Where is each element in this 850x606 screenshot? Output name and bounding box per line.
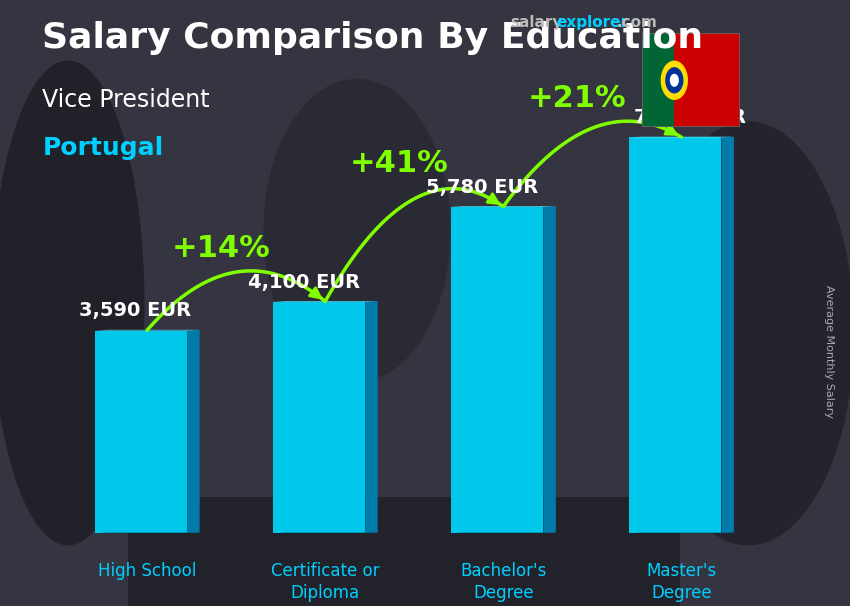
Text: explorer: explorer [557,15,629,30]
Text: Master's
Degree: Master's Degree [646,562,717,602]
Text: .com: .com [616,15,657,30]
Text: +21%: +21% [528,84,626,113]
Bar [629,138,722,533]
Polygon shape [450,206,556,207]
Polygon shape [629,137,734,138]
Text: +41%: +41% [349,149,449,178]
Bar [642,33,674,127]
Text: 7,010 EUR: 7,010 EUR [634,108,746,127]
Text: +14%: +14% [172,234,270,262]
Text: 5,780 EUR: 5,780 EUR [426,178,538,197]
Polygon shape [273,301,377,302]
Bar [450,207,543,533]
Text: Vice President: Vice President [42,88,210,112]
Circle shape [670,74,679,87]
Text: Salary Comparison By Education: Salary Comparison By Education [42,21,704,55]
Polygon shape [366,301,377,533]
Polygon shape [187,330,200,533]
Text: Average Monthly Salary: Average Monthly Salary [824,285,834,418]
Text: Bachelor's
Degree: Bachelor's Degree [460,562,547,602]
Text: 4,100 EUR: 4,100 EUR [247,273,360,291]
Bar [273,302,366,533]
Text: Portugal: Portugal [42,136,164,161]
Text: Certificate or
Diploma: Certificate or Diploma [271,562,379,602]
Polygon shape [722,137,734,533]
Circle shape [666,67,683,93]
Bar [94,330,187,533]
Text: 3,590 EUR: 3,590 EUR [78,301,190,321]
Text: salary: salary [510,15,563,30]
Text: High School: High School [98,562,196,579]
Bar [674,33,740,127]
Circle shape [660,61,688,100]
Polygon shape [543,206,556,533]
